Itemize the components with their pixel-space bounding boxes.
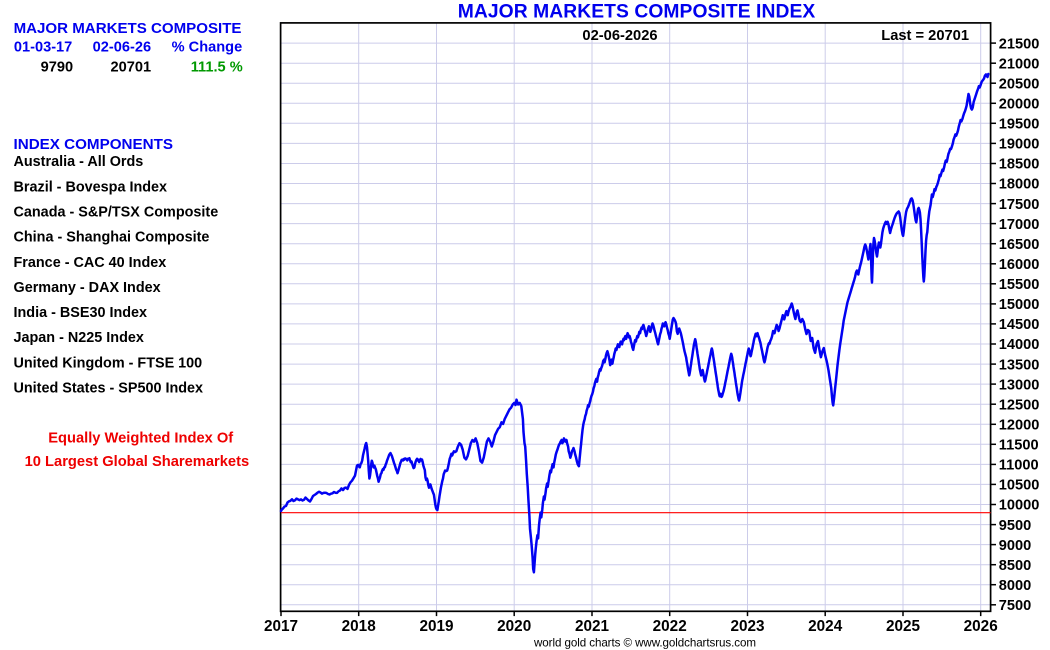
svg-text:02-06-26: 02-06-26 xyxy=(93,40,151,56)
svg-text:21500: 21500 xyxy=(999,36,1040,52)
svg-text:2024: 2024 xyxy=(808,618,843,635)
svg-text:10000: 10000 xyxy=(999,498,1040,514)
svg-text:19500: 19500 xyxy=(999,117,1040,133)
svg-text:2023: 2023 xyxy=(730,618,764,635)
svg-text:MAJOR MARKETS COMPOSITE INDEX: MAJOR MARKETS COMPOSITE INDEX xyxy=(458,2,816,23)
svg-text:18500: 18500 xyxy=(999,157,1040,173)
svg-text:Brazil - Bovespa Index: Brazil - Bovespa Index xyxy=(14,179,168,195)
svg-text:% Change: % Change xyxy=(172,40,243,56)
svg-text:Equally Weighted Index Of: Equally Weighted Index Of xyxy=(48,431,233,447)
svg-text:9500: 9500 xyxy=(999,518,1031,534)
svg-text:20500: 20500 xyxy=(999,76,1040,92)
svg-text:11000: 11000 xyxy=(999,458,1039,474)
svg-text:2017: 2017 xyxy=(264,618,298,635)
svg-text:France - CAC 40 Index: France - CAC 40 Index xyxy=(14,255,167,271)
svg-text:2018: 2018 xyxy=(342,618,377,635)
svg-text:14500: 14500 xyxy=(999,317,1040,333)
svg-text:01-03-17: 01-03-17 xyxy=(14,40,72,56)
svg-text:8000: 8000 xyxy=(999,578,1031,594)
svg-text:20000: 20000 xyxy=(999,97,1040,113)
svg-text:Canada - S&P/TSX Composite: Canada - S&P/TSX Composite xyxy=(14,205,219,221)
svg-text:8500: 8500 xyxy=(999,558,1031,574)
svg-text:United Kingdom - FTSE 100: United Kingdom - FTSE 100 xyxy=(14,355,203,371)
svg-text:Last = 20701: Last = 20701 xyxy=(881,28,969,44)
svg-text:10 Largest Global Sharemarkets: 10 Largest Global Sharemarkets xyxy=(25,454,250,470)
svg-text:02-06-2026: 02-06-2026 xyxy=(582,28,657,44)
svg-text:2025: 2025 xyxy=(886,618,921,635)
svg-text:15000: 15000 xyxy=(999,297,1040,313)
svg-text:world gold charts © www.goldch: world gold charts © www.goldchartsrus.co… xyxy=(533,636,756,649)
svg-text:20701: 20701 xyxy=(111,59,152,75)
svg-text:12000: 12000 xyxy=(999,418,1040,434)
svg-text:2021: 2021 xyxy=(575,618,610,635)
svg-text:17000: 17000 xyxy=(999,217,1040,233)
svg-text:India - BSE30 Index: India - BSE30 Index xyxy=(14,305,148,321)
svg-text:Japan - N225 Index: Japan - N225 Index xyxy=(14,330,144,346)
svg-text:2022: 2022 xyxy=(653,618,687,635)
svg-text:2020: 2020 xyxy=(497,618,531,635)
svg-text:MAJOR MARKETS COMPOSITE: MAJOR MARKETS COMPOSITE xyxy=(14,20,242,37)
svg-text:17500: 17500 xyxy=(999,197,1040,213)
svg-text:16500: 16500 xyxy=(999,237,1040,253)
svg-text:18000: 18000 xyxy=(999,177,1040,193)
svg-text:7500: 7500 xyxy=(999,598,1031,614)
svg-text:Australia - All Ords: Australia - All Ords xyxy=(14,154,144,170)
svg-text:13500: 13500 xyxy=(999,357,1040,373)
svg-text:13000: 13000 xyxy=(999,377,1040,393)
svg-text:19000: 19000 xyxy=(999,137,1040,153)
svg-text:14000: 14000 xyxy=(999,337,1040,353)
svg-text:10500: 10500 xyxy=(999,478,1040,494)
svg-text:9790: 9790 xyxy=(41,59,73,75)
svg-text:2026: 2026 xyxy=(964,618,998,635)
svg-text:2019: 2019 xyxy=(419,618,453,635)
svg-text:INDEX COMPONENTS: INDEX COMPONENTS xyxy=(14,136,174,153)
svg-text:111.5 %: 111.5 % xyxy=(191,59,243,75)
svg-text:China - Shanghai Composite: China - Shanghai Composite xyxy=(14,230,210,246)
svg-text:11500: 11500 xyxy=(999,438,1039,454)
svg-text:15500: 15500 xyxy=(999,277,1040,293)
svg-text:16000: 16000 xyxy=(999,257,1040,273)
svg-text:Germany - DAX Index: Germany - DAX Index xyxy=(14,280,161,296)
svg-text:United States - SP500 Index: United States - SP500 Index xyxy=(14,381,204,397)
svg-text:9000: 9000 xyxy=(999,538,1031,554)
svg-text:12500: 12500 xyxy=(999,397,1040,413)
svg-text:21000: 21000 xyxy=(999,56,1040,72)
